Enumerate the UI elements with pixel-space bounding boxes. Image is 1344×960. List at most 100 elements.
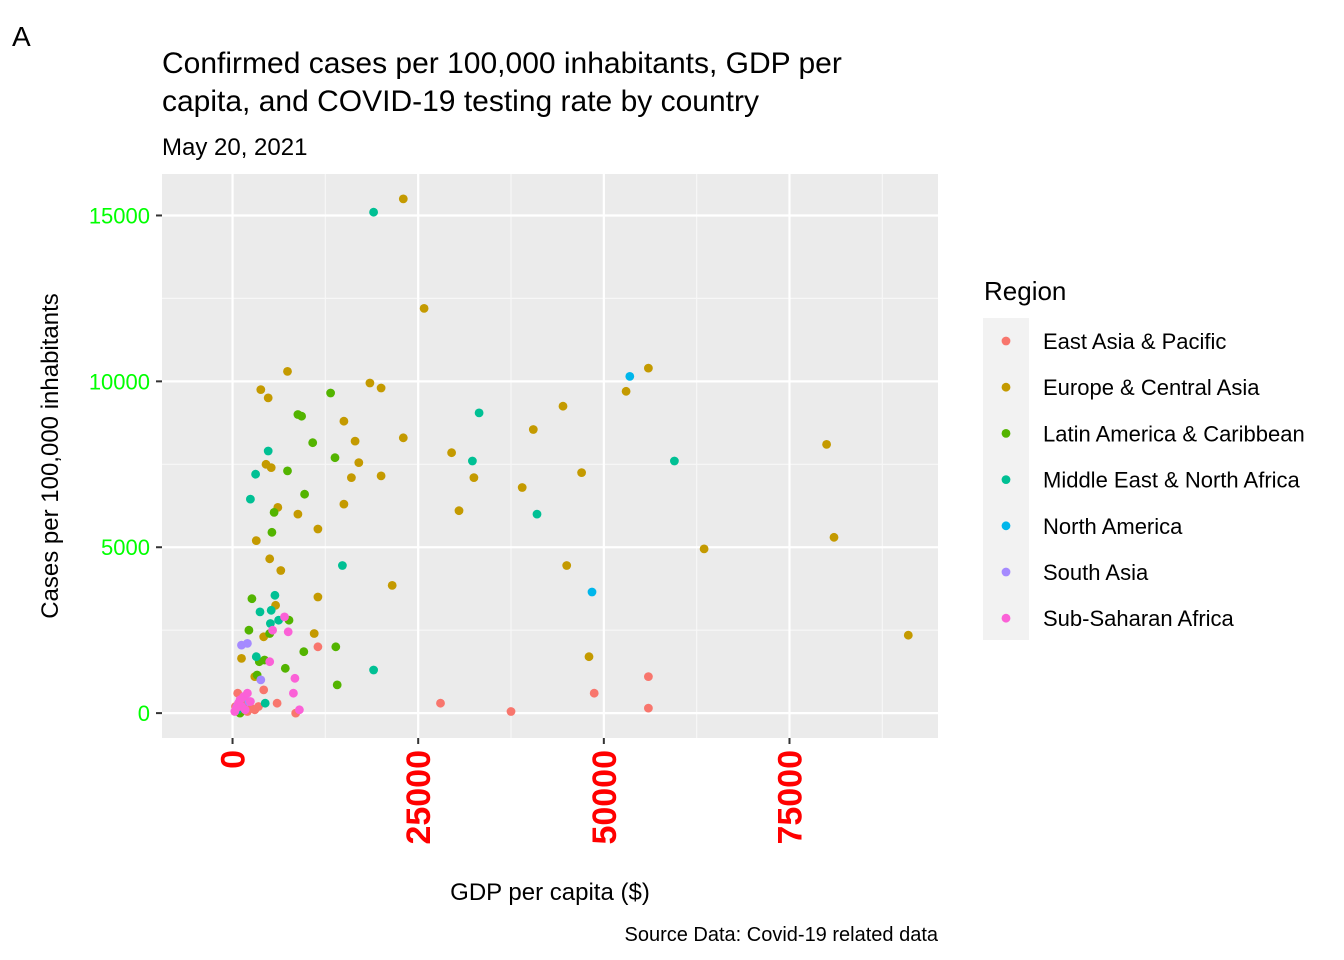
data-point <box>270 590 280 600</box>
data-point <box>436 698 445 708</box>
x-axis-ticks: 0 25000 50000 75000 <box>215 738 809 845</box>
legend-label: Europe & Central Asia <box>1043 375 1260 400</box>
legend-label: East Asia & Pacific <box>1043 329 1226 354</box>
data-point <box>295 705 304 715</box>
legend-key <box>1001 382 1011 392</box>
x-tick-label: 0 <box>215 750 253 769</box>
data-point <box>256 675 266 685</box>
data-point <box>347 473 356 482</box>
data-point <box>670 456 679 466</box>
data-point <box>251 652 261 662</box>
data-point <box>266 605 276 615</box>
y-tick-label: 15000 <box>89 203 150 228</box>
data-point <box>474 408 484 418</box>
chart-title-line2: capita, and COVID-19 testing rate by cou… <box>162 85 759 118</box>
data-point <box>240 705 250 715</box>
y-tick-label: 5000 <box>101 535 150 560</box>
legend-title: Region <box>984 276 1066 306</box>
legend-label: South Asia <box>1043 560 1149 585</box>
data-point <box>265 554 275 564</box>
data-point <box>283 367 292 376</box>
legend: East Asia & Pacific Europe & Central Asia… <box>1001 329 1305 631</box>
data-point <box>259 685 269 695</box>
data-point <box>272 698 282 708</box>
data-point <box>587 587 597 597</box>
data-point <box>903 630 913 640</box>
y-axis-ticks: 0 5000 10000 15000 <box>89 203 162 726</box>
data-point <box>265 657 275 667</box>
x-tick-label: 50000 <box>586 750 624 845</box>
data-point <box>589 688 599 698</box>
legend-key <box>1001 521 1011 531</box>
data-point <box>268 625 277 635</box>
legend-label: Middle East & North Africa <box>1043 468 1301 493</box>
x-tick-label: 25000 <box>400 750 438 845</box>
legend-label: North America <box>1043 514 1183 539</box>
data-point <box>309 629 319 638</box>
data-point <box>263 393 273 403</box>
data-point <box>644 363 653 373</box>
data-point <box>376 471 386 481</box>
data-point <box>251 536 261 545</box>
figure-tag: A <box>12 21 31 52</box>
data-point <box>339 416 349 426</box>
x-axis-label: GDP per capita ($) <box>450 879 650 906</box>
data-point <box>644 672 653 681</box>
x-tick-label: 75000 <box>771 750 809 845</box>
legend-key <box>1001 475 1011 484</box>
data-point <box>369 665 378 675</box>
plot-panel <box>162 174 938 738</box>
data-point <box>276 566 286 575</box>
data-point <box>254 702 263 711</box>
data-point <box>280 663 290 673</box>
data-point <box>326 388 335 398</box>
data-point <box>293 509 303 519</box>
data-point <box>454 506 464 516</box>
data-point <box>517 483 527 492</box>
data-point <box>644 703 653 713</box>
data-point <box>246 697 255 706</box>
data-point <box>256 385 266 394</box>
data-point <box>338 561 347 570</box>
data-point <box>299 647 309 657</box>
data-point <box>255 607 265 617</box>
y-tick-label: 10000 <box>89 369 150 394</box>
data-point <box>297 411 306 421</box>
data-point <box>699 544 709 554</box>
data-point <box>339 499 349 509</box>
data-point <box>251 469 260 479</box>
data-point <box>822 440 831 449</box>
data-point <box>237 654 246 663</box>
data-point <box>243 639 252 648</box>
data-point <box>244 625 254 635</box>
data-point <box>625 372 635 381</box>
data-point <box>246 494 255 504</box>
data-point <box>330 453 340 463</box>
data-point <box>313 524 323 534</box>
chart-caption: Source Data: Covid-19 related data <box>624 924 938 946</box>
legend-key <box>1001 429 1011 438</box>
legend-label: Sub-Saharan Africa <box>1043 606 1235 631</box>
data-point <box>283 627 293 637</box>
data-point <box>290 673 300 683</box>
data-point <box>369 207 378 217</box>
data-point <box>300 489 309 499</box>
data-point <box>506 707 516 716</box>
data-point <box>469 473 479 482</box>
data-point <box>584 652 594 662</box>
data-point <box>247 594 257 604</box>
data-point <box>289 688 298 698</box>
data-point <box>365 378 375 388</box>
data-point <box>331 642 341 652</box>
data-point <box>532 509 542 519</box>
data-point <box>280 612 289 622</box>
legend-key <box>1001 336 1011 346</box>
data-point <box>562 561 572 570</box>
data-point <box>829 532 839 542</box>
data-point <box>313 592 323 602</box>
y-axis-label: Cases per 100,000 inhabitants <box>37 293 64 619</box>
data-point <box>243 688 252 698</box>
data-point <box>332 680 342 690</box>
data-point <box>267 527 277 537</box>
